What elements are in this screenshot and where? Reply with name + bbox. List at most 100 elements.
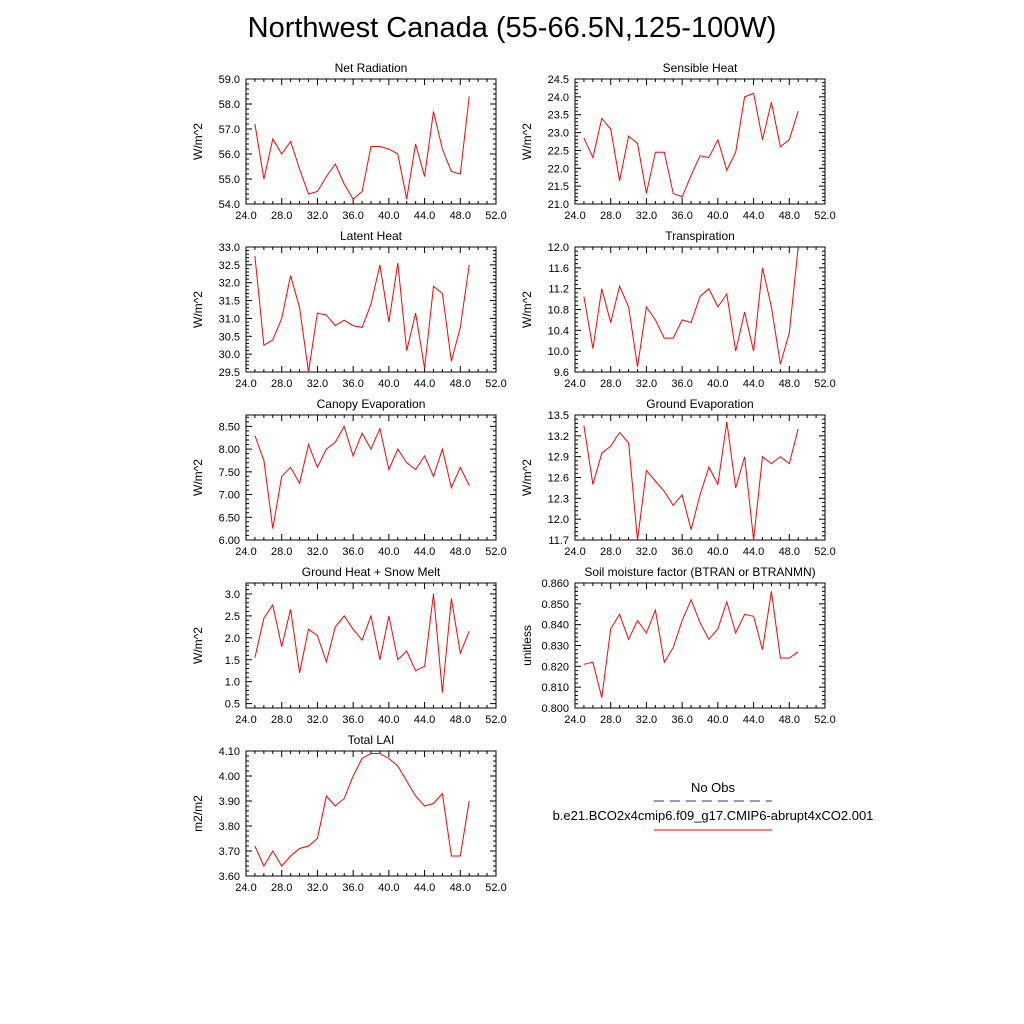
x-tick-label: 52.0 bbox=[485, 210, 506, 222]
y-tick-label: 8.50 bbox=[219, 421, 240, 433]
y-axis-label: W/m^2 bbox=[520, 459, 534, 496]
y-axis-label: W/m^2 bbox=[520, 291, 534, 328]
x-tick-label: 44.0 bbox=[414, 714, 435, 726]
plot-frame bbox=[245, 582, 497, 709]
x-tick-label: 48.0 bbox=[779, 378, 800, 390]
x-tick-label: 36.0 bbox=[342, 546, 363, 558]
x-tick-label: 48.0 bbox=[450, 210, 471, 222]
x-tick-label: 36.0 bbox=[671, 546, 692, 558]
y-tick-label: 0.860 bbox=[541, 578, 569, 590]
x-tick-label: 24.0 bbox=[235, 378, 256, 390]
y-tick-label: 32.5 bbox=[219, 260, 240, 272]
y-tick-label: 23.0 bbox=[548, 128, 569, 140]
x-tick-label: 40.0 bbox=[378, 714, 399, 726]
x-tick-label: 44.0 bbox=[414, 210, 435, 222]
x-tick-label: 48.0 bbox=[779, 714, 800, 726]
panel-7: 24.0 28.0 32.0 36.0 40.0 44.0 48.0 52.0 0.5 1.0 1.… bbox=[191, 565, 507, 726]
x-tick-label: 32.0 bbox=[636, 546, 657, 558]
x-tick-label: 52.0 bbox=[485, 882, 506, 894]
x-tick-label: 44.0 bbox=[743, 714, 764, 726]
y-tick-label: 10.8 bbox=[548, 305, 569, 317]
x-tick-label: 36.0 bbox=[342, 378, 363, 390]
y-tick-label: 2.5 bbox=[225, 611, 240, 623]
panel-2: 24.0 28.0 32.0 36.0 40.0 44.0 48.0 52.0 21.0 21.5… bbox=[520, 61, 836, 222]
x-tick-label: 32.0 bbox=[307, 546, 328, 558]
y-axis-label: unitless bbox=[520, 625, 534, 666]
y-tick-label: 7.00 bbox=[219, 490, 240, 502]
panel-4: 24.0 28.0 32.0 36.0 40.0 44.0 48.0 52.0 9.6 10.0 1… bbox=[520, 229, 836, 390]
x-tick-label: 44.0 bbox=[743, 210, 764, 222]
x-tick-label: 36.0 bbox=[671, 378, 692, 390]
series-line bbox=[254, 753, 470, 868]
x-tick-label: 24.0 bbox=[235, 210, 256, 222]
x-tick-label: 52.0 bbox=[814, 546, 835, 558]
y-tick-label: 6.50 bbox=[219, 512, 240, 524]
panel-title: Ground Evaporation bbox=[646, 397, 753, 411]
x-tick-label: 32.0 bbox=[636, 714, 657, 726]
x-tick-label: 28.0 bbox=[600, 714, 621, 726]
y-tick-label: 11.6 bbox=[548, 263, 569, 275]
x-tick-label: 28.0 bbox=[600, 210, 621, 222]
y-tick-label: 13.5 bbox=[548, 410, 569, 422]
x-tick-label: 32.0 bbox=[307, 714, 328, 726]
x-tick-label: 32.0 bbox=[307, 378, 328, 390]
x-tick-label: 44.0 bbox=[414, 882, 435, 894]
x-tick-label: 28.0 bbox=[271, 378, 292, 390]
y-tick-label: 4.00 bbox=[219, 771, 240, 783]
y-tick-label: 32.0 bbox=[219, 278, 240, 290]
x-tick-label: 24.0 bbox=[235, 882, 256, 894]
y-tick-label: 12.3 bbox=[548, 493, 569, 505]
x-tick-label: 40.0 bbox=[378, 210, 399, 222]
x-tick-label: 36.0 bbox=[342, 714, 363, 726]
x-tick-label: 44.0 bbox=[743, 378, 764, 390]
x-tick-label: 48.0 bbox=[779, 210, 800, 222]
y-tick-label: 1.5 bbox=[225, 655, 240, 667]
y-tick-label: 10.4 bbox=[548, 325, 569, 337]
panel-title: Ground Heat + Snow Melt bbox=[302, 565, 441, 579]
legend-label-no-obs: No Obs bbox=[691, 780, 736, 795]
x-tick-label: 24.0 bbox=[564, 546, 585, 558]
plot-frame bbox=[574, 582, 826, 709]
y-tick-label: 12.9 bbox=[548, 452, 569, 464]
y-tick-label: 12.6 bbox=[548, 473, 569, 485]
y-tick-label: 0.810 bbox=[541, 682, 569, 694]
y-tick-label: 11.2 bbox=[548, 284, 569, 296]
x-tick-label: 52.0 bbox=[485, 714, 506, 726]
y-tick-label: 22.0 bbox=[548, 163, 569, 175]
y-axis-label: W/m^2 bbox=[191, 459, 205, 496]
y-axis-label: W/m^2 bbox=[191, 123, 205, 160]
x-tick-label: 48.0 bbox=[779, 546, 800, 558]
series-line bbox=[583, 421, 799, 541]
y-tick-label: 58.0 bbox=[219, 99, 240, 111]
x-tick-label: 36.0 bbox=[671, 714, 692, 726]
x-tick-label: 40.0 bbox=[707, 378, 728, 390]
y-tick-label: 31.0 bbox=[219, 313, 240, 325]
y-tick-label: 30.0 bbox=[219, 349, 240, 361]
x-tick-label: 40.0 bbox=[707, 714, 728, 726]
y-tick-label: 1.0 bbox=[225, 677, 240, 689]
plot-frame bbox=[245, 78, 497, 205]
y-tick-label: 13.2 bbox=[548, 431, 569, 443]
x-tick-label: 44.0 bbox=[743, 546, 764, 558]
x-tick-label: 24.0 bbox=[235, 546, 256, 558]
y-tick-label: 23.5 bbox=[548, 110, 569, 122]
x-tick-label: 40.0 bbox=[378, 378, 399, 390]
x-tick-label: 32.0 bbox=[636, 210, 657, 222]
y-tick-label: 12.0 bbox=[548, 514, 569, 526]
x-tick-label: 36.0 bbox=[342, 210, 363, 222]
x-tick-label: 28.0 bbox=[271, 546, 292, 558]
y-tick-label: 10.0 bbox=[548, 346, 569, 358]
x-tick-label: 52.0 bbox=[485, 546, 506, 558]
x-tick-label: 24.0 bbox=[564, 210, 585, 222]
y-tick-label: 21.0 bbox=[548, 199, 569, 211]
x-tick-label: 32.0 bbox=[636, 378, 657, 390]
y-tick-label: 0.830 bbox=[541, 641, 569, 653]
y-tick-label: 11.7 bbox=[548, 535, 569, 547]
series-line bbox=[254, 255, 470, 373]
legend-label-model: b.e21.BCO2x4cmip6.f09_g17.CMIP6-abrupt4x… bbox=[553, 808, 874, 823]
x-tick-label: 48.0 bbox=[450, 882, 471, 894]
x-tick-label: 24.0 bbox=[564, 714, 585, 726]
panel-title: Sensible Heat bbox=[663, 61, 738, 75]
x-tick-label: 28.0 bbox=[600, 546, 621, 558]
x-tick-label: 36.0 bbox=[671, 210, 692, 222]
